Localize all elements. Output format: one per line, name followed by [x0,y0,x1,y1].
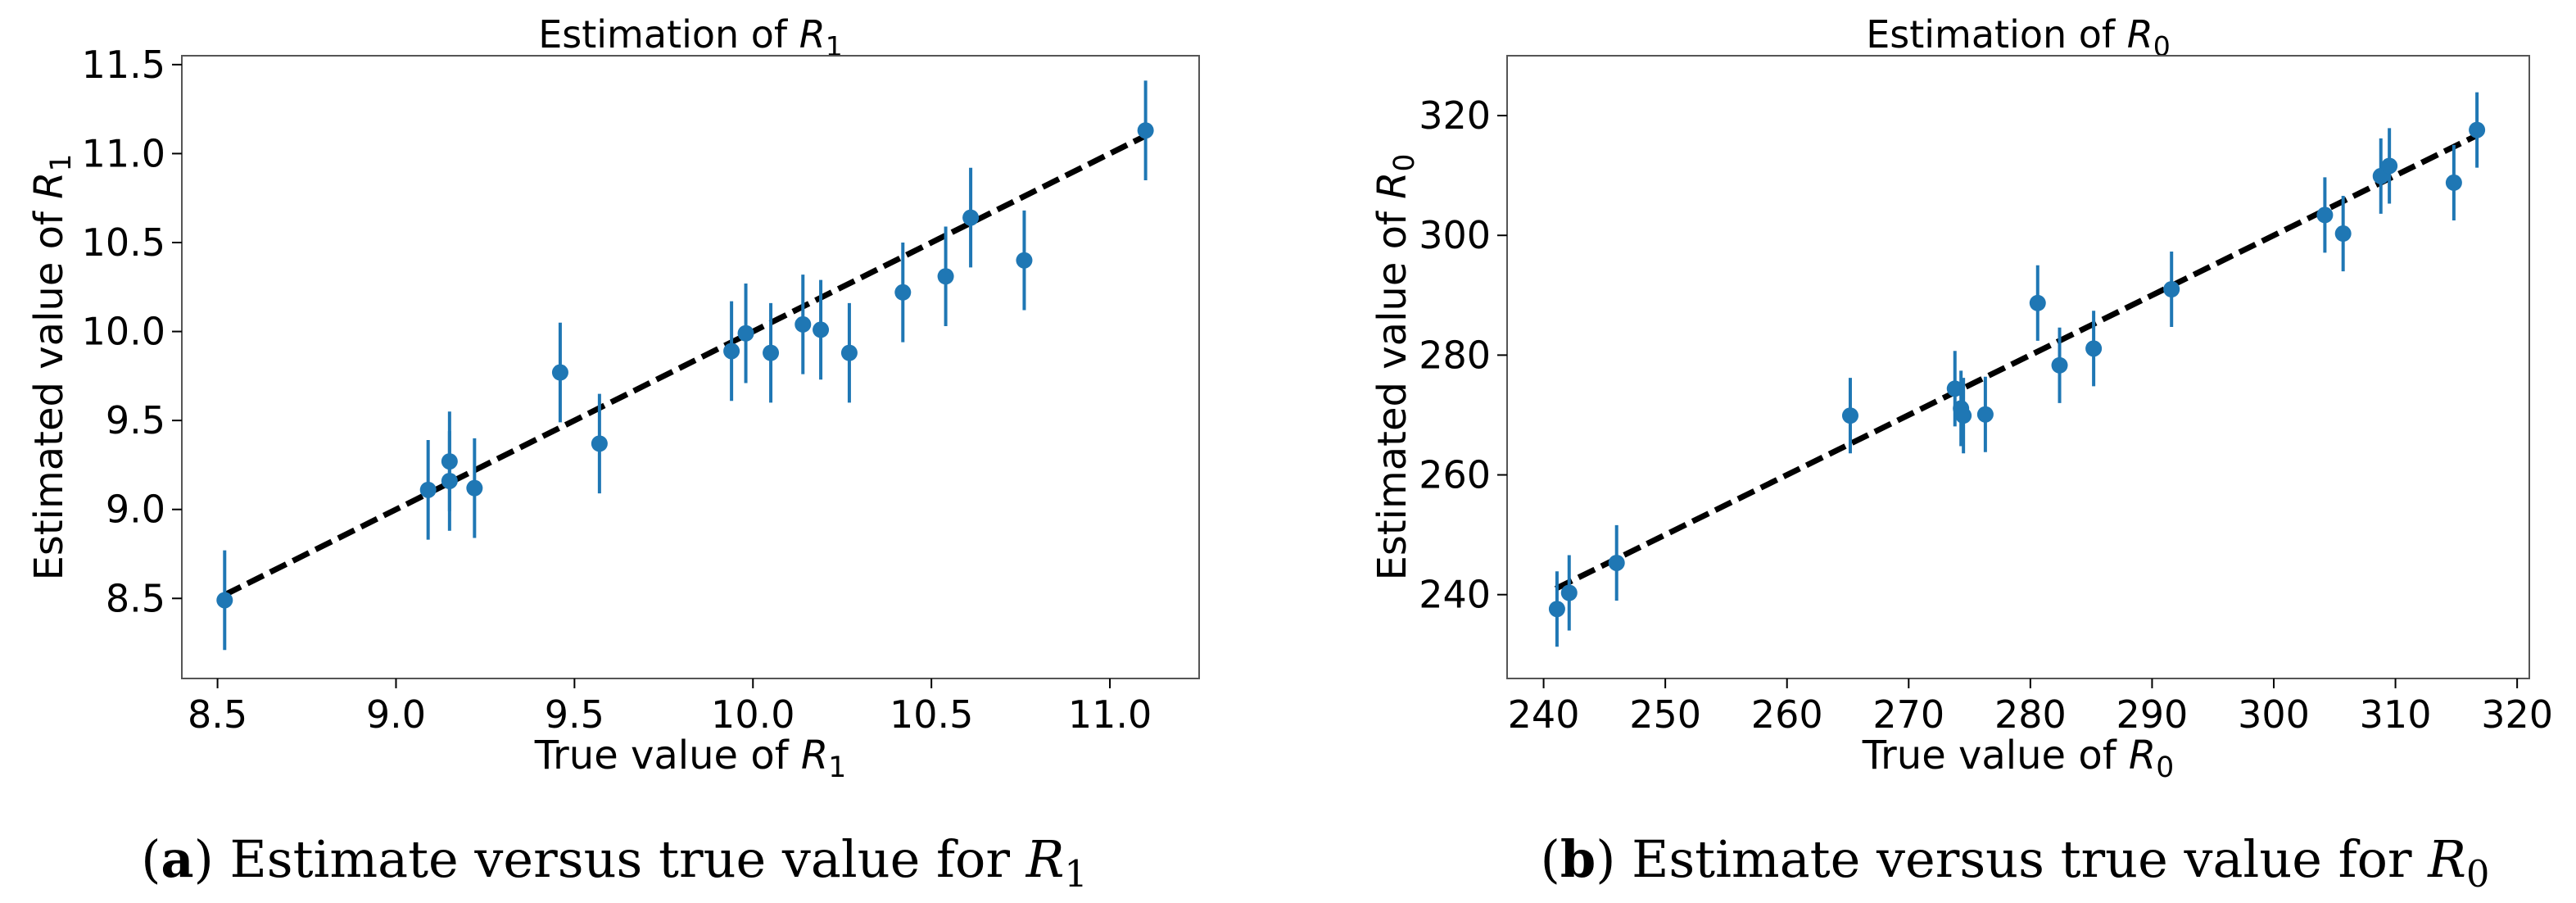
data-point [591,435,608,452]
data-point [894,284,912,301]
data-point [551,364,568,381]
data-point [840,344,858,361]
data-point [2316,206,2334,224]
data-point [1016,252,1033,269]
y-tick-label: 11.5 [82,43,165,87]
x-tick-label: 240 [1508,692,1580,737]
data-point [2469,121,2486,138]
data-point [2163,281,2180,297]
x-tick-label: 290 [2116,692,2189,737]
x-axis-label-r0: True value of R0 [1862,733,2174,784]
x-tick-label: 250 [1629,692,1701,737]
x-axis-label-r1: True value of R1 [534,733,846,784]
data-point [2381,157,2398,175]
data-point [737,324,754,342]
data-point [1841,407,1858,424]
caption-b: (b) Estimate versus true value for R0 [1541,829,2490,896]
x-tick-label: 260 [1751,692,1823,737]
y-tick-label: 10.0 [82,310,165,354]
y-tick-label: 10.5 [82,220,165,265]
data-point [2085,340,2103,357]
data-points-r0 [1548,92,2486,647]
chart-title-r1: Estimation of R1 [538,12,843,62]
y-axis-r0: 240 260 280 300 320 [1419,93,1507,617]
data-point [216,592,233,609]
data-point [1946,380,1963,397]
fit-line-r0 [1554,130,2483,592]
x-tick-label: 280 [1994,692,2067,737]
y-tick-label: 320 [1419,93,1491,138]
y-axis-r1: 8.5 9.0 9.5 10.0 10.5 11.0 11.5 [82,43,182,620]
data-point [2051,356,2068,374]
x-tick-label: 9.0 [366,692,426,737]
panel-a: Estimation of R1 8.5 9.0 9.5 10.0 10.5 11.0 8… [26,12,1200,784]
plot-area-r0 [1506,55,2530,679]
data-point [419,481,437,498]
x-tick-label: 10.5 [890,692,973,737]
data-point [1955,407,1972,424]
x-tick-label: 300 [2238,692,2310,737]
y-tick-label: 240 [1419,573,1491,617]
data-point [1976,406,1994,423]
data-point [795,315,812,333]
x-tick-label: 270 [1872,692,1944,737]
data-point [813,321,830,338]
y-axis-label-r0: Estimated value of R0 [1369,154,1421,581]
panel-b: Estimation of R0 240 250 260 270 280 290 300 31… [1369,12,2553,784]
y-axis-label-r1: Estimated value of R1 [26,154,78,581]
chart-title-r0: Estimation of R0 [1866,12,2171,62]
x-tick-label: 320 [2481,692,2553,737]
data-point [937,268,954,285]
data-point [1137,122,1154,139]
data-point [441,472,458,489]
data-point [1548,601,1565,618]
plot-area-r1 [181,55,1200,679]
fit-line-r1 [223,133,1148,598]
x-tick-label: 10.0 [711,692,795,737]
data-point [2445,174,2462,191]
y-tick-label: 8.5 [106,576,165,620]
x-axis-r1: 8.5 9.0 9.5 10.0 10.5 11.0 [188,678,1152,737]
y-tick-label: 11.0 [82,131,165,175]
data-point [1560,584,1578,601]
x-tick-label: 11.0 [1068,692,1152,737]
caption-a: (a) Estimate versus true value for R1 [141,829,1088,896]
data-point [466,479,483,497]
data-point [723,343,740,360]
y-tick-label: 9.5 [106,398,165,442]
y-tick-label: 9.0 [106,488,165,532]
data-point [1608,554,1625,571]
data-point [962,209,980,226]
data-point [2334,225,2352,243]
y-tick-label: 300 [1419,213,1491,257]
data-point [763,344,780,361]
data-points-r1 [216,80,1154,651]
x-tick-label: 310 [2360,692,2432,737]
y-tick-label: 260 [1419,453,1491,497]
x-tick-label: 8.5 [188,692,247,737]
x-axis-r0: 240 250 260 270 280 290 300 310 320 [1508,678,2553,737]
data-point [2029,294,2046,311]
x-tick-label: 9.5 [545,692,604,737]
y-tick-label: 280 [1419,333,1491,377]
